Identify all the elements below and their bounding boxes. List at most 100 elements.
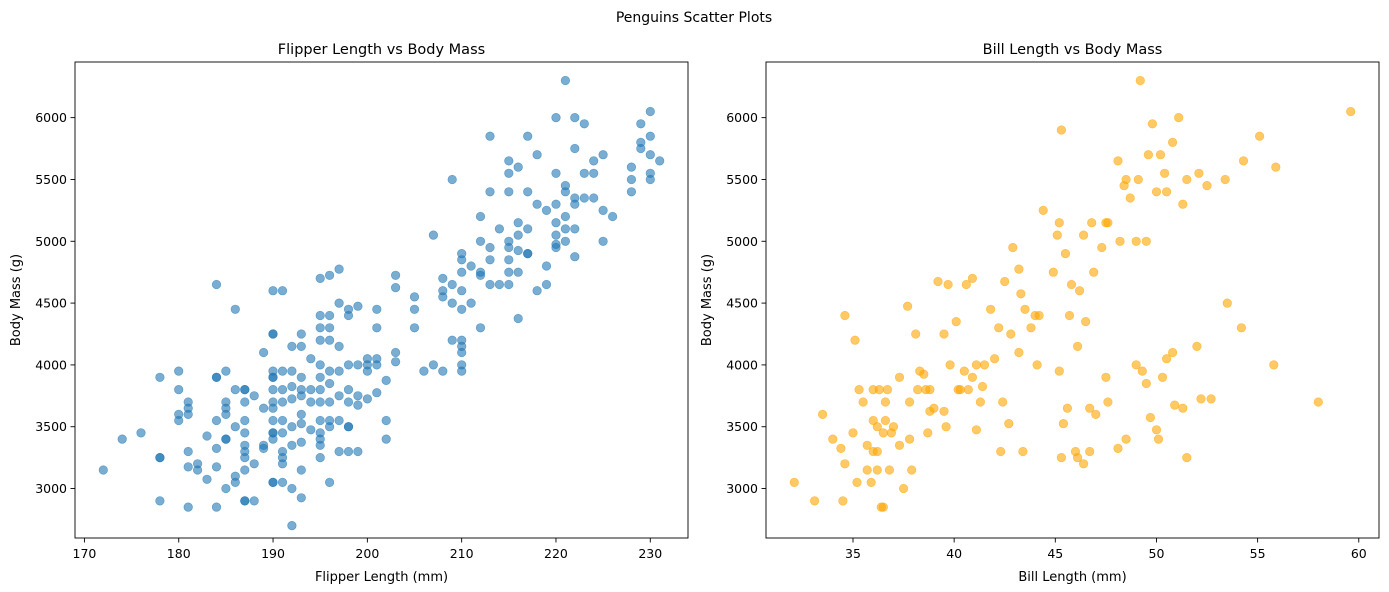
data-point (1346, 106, 1356, 117)
data-point (1192, 341, 1202, 352)
y-tick-label: 4000 (35, 357, 67, 372)
data-point (485, 131, 495, 141)
data-point (296, 493, 306, 503)
data-point (183, 446, 193, 457)
data-point (904, 397, 915, 407)
data-point (967, 273, 978, 284)
data-point (1143, 150, 1153, 160)
data-point (880, 415, 891, 426)
data-point (419, 366, 429, 376)
data-point (1137, 366, 1147, 376)
data-point (504, 242, 514, 253)
data-point (560, 75, 571, 86)
data-point (343, 360, 354, 370)
data-point (259, 403, 269, 413)
x-tick-label: 200 (355, 546, 379, 561)
data-point (570, 199, 580, 209)
data-point (878, 502, 888, 512)
data-point (409, 304, 420, 314)
data-point (475, 236, 486, 246)
data-point (277, 459, 288, 469)
data-point (1147, 119, 1157, 129)
data-point (1085, 446, 1095, 457)
data-point (362, 366, 373, 376)
data-point (315, 310, 325, 321)
data-point (523, 187, 533, 197)
data-point (828, 434, 838, 444)
data-point (325, 323, 335, 333)
data-point (287, 483, 297, 494)
data-point (1236, 323, 1246, 333)
data-point (296, 329, 306, 339)
data-point (287, 381, 297, 392)
data-point (1056, 453, 1066, 463)
data-point (1113, 443, 1123, 454)
data-point (933, 276, 943, 287)
data-point (306, 397, 316, 407)
data-point (570, 143, 580, 154)
data-point (1167, 137, 1178, 147)
data-point (457, 286, 467, 296)
data-point (971, 360, 982, 370)
data-point (98, 465, 108, 475)
data-point (560, 224, 571, 234)
data-point (1004, 419, 1014, 429)
data-point (1135, 75, 1145, 86)
data-point (372, 388, 382, 398)
data-point (513, 313, 523, 324)
y-axis-label: Body Mass (g) (700, 254, 715, 346)
chart-title: Bill Length vs Body Mass (983, 42, 1163, 58)
data-point (838, 496, 848, 506)
data-point (296, 391, 306, 401)
data-point (1072, 341, 1083, 352)
data-point (230, 304, 240, 314)
data-point (315, 453, 325, 463)
data-point (985, 304, 996, 314)
data-point (457, 304, 467, 314)
data-point (315, 323, 325, 333)
data-point (174, 415, 184, 426)
data-point (183, 502, 193, 512)
data-point (287, 341, 297, 352)
data-point (636, 143, 646, 154)
data-point (494, 279, 505, 290)
x-tick-label: 190 (261, 546, 285, 561)
data-point (259, 347, 269, 358)
data-point (1133, 174, 1143, 185)
data-point (1020, 304, 1030, 314)
data-point (809, 496, 820, 506)
data-point (1048, 267, 1058, 277)
data-point (193, 465, 203, 475)
x-tick-label: 230 (638, 546, 662, 561)
data-point (447, 335, 457, 345)
data-point (174, 385, 184, 395)
data-point (1313, 397, 1323, 407)
data-point (852, 477, 862, 488)
data-point (240, 415, 250, 426)
data-point (880, 397, 891, 407)
data-point (136, 428, 146, 438)
data-point (287, 422, 297, 432)
data-point (1174, 112, 1184, 123)
data-point (645, 131, 655, 141)
data-point (645, 106, 655, 117)
data-point (353, 301, 363, 311)
data-point (428, 230, 439, 240)
data-point (840, 310, 850, 321)
y-tick-label: 6000 (35, 110, 67, 125)
data-point (1101, 372, 1111, 382)
data-point (923, 428, 933, 438)
data-point (532, 199, 542, 209)
data-point (532, 150, 542, 160)
data-point (1008, 242, 1018, 253)
data-point (287, 366, 297, 376)
data-point (967, 372, 978, 382)
data-point (306, 425, 316, 435)
data-point (475, 211, 486, 222)
data-point (541, 279, 552, 290)
data-point (268, 372, 278, 382)
data-point (817, 409, 828, 420)
data-point (541, 205, 552, 215)
data-point (589, 156, 599, 166)
data-point (296, 409, 306, 420)
